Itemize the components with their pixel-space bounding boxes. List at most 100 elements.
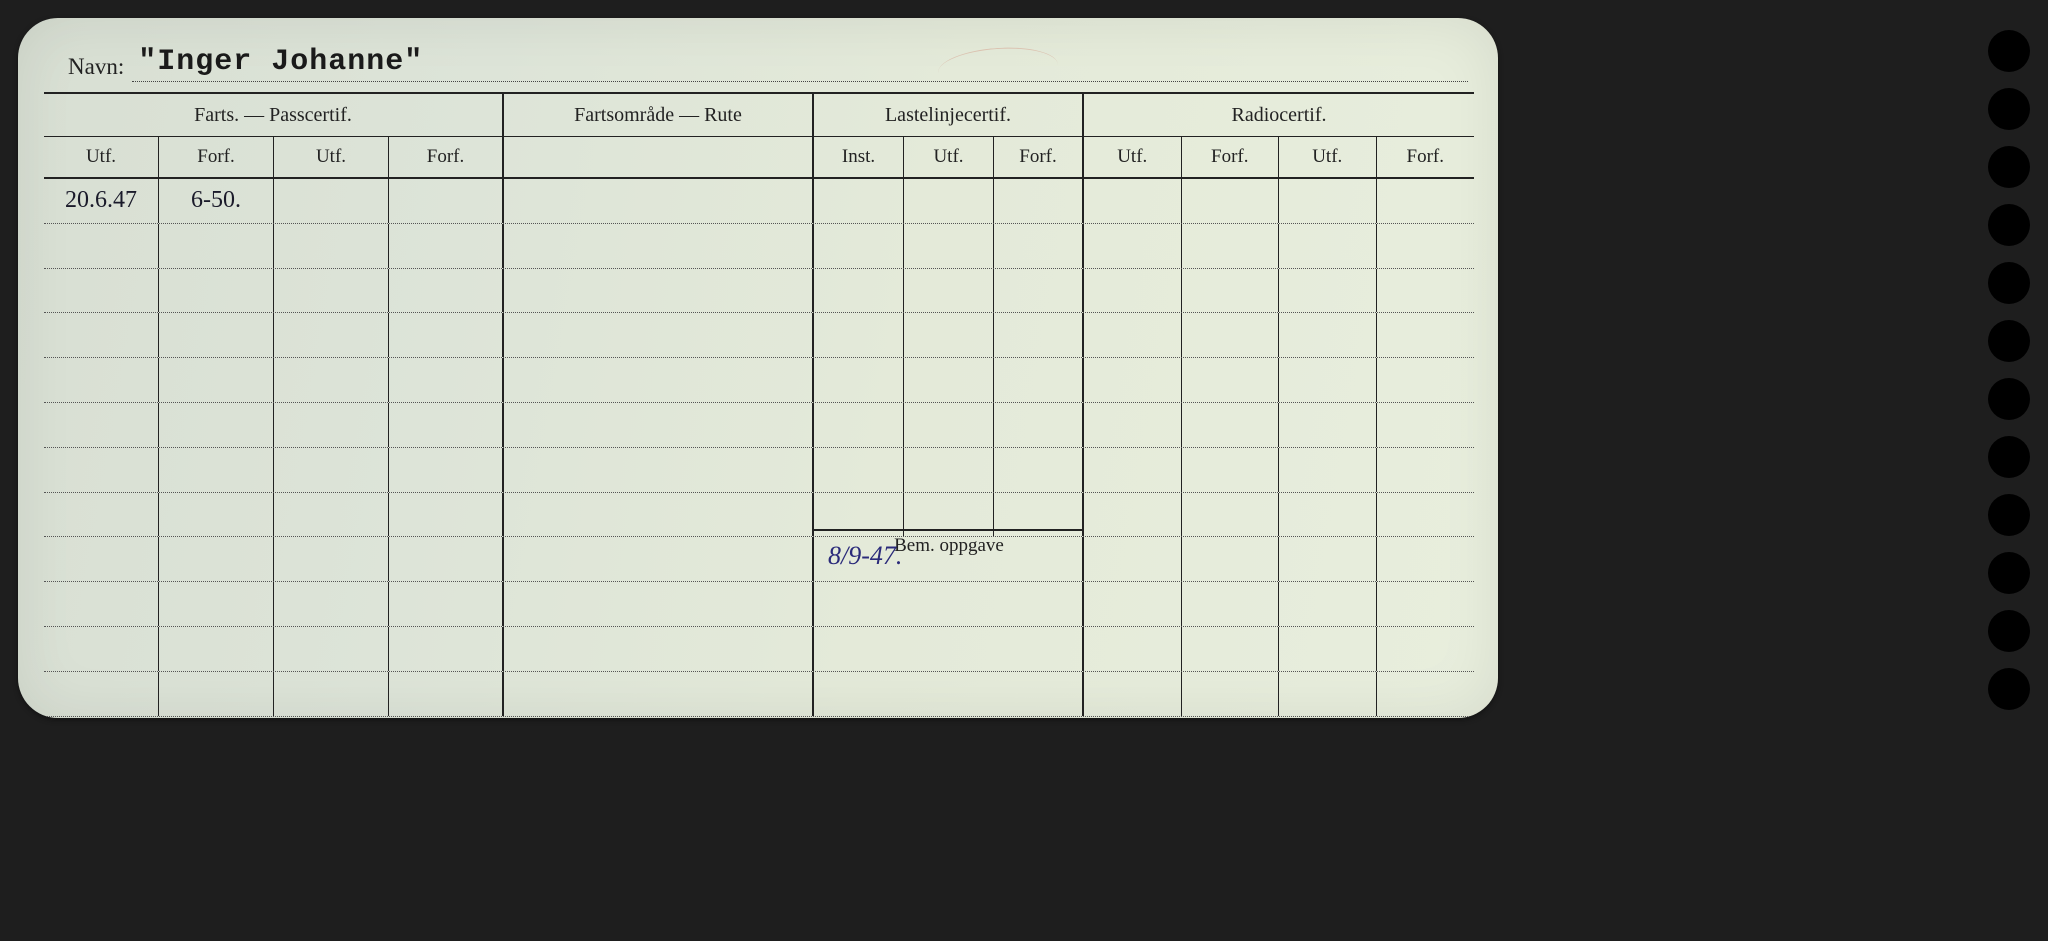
hdr-farts-pass: Farts. — Passcertif. — [44, 94, 504, 136]
cell-c2 — [504, 179, 814, 223]
cell-c4d — [1377, 448, 1475, 492]
cell-c4b — [1182, 493, 1280, 537]
cell-c1d — [389, 582, 504, 626]
cell-c4c — [1279, 493, 1377, 537]
table-row — [44, 582, 1474, 627]
cell-c4c — [1279, 403, 1377, 447]
cell-c4a — [1084, 627, 1182, 671]
cell-c1c — [274, 582, 389, 626]
cell-c1c — [274, 313, 389, 357]
cell-c3c — [994, 403, 1084, 447]
table-row: 20.6.47 6-50. — [44, 179, 1474, 224]
cell-c4c — [1279, 224, 1377, 268]
sub-3-forf: Forf. — [994, 137, 1084, 177]
cell-c3c — [994, 224, 1084, 268]
cell-c3c — [994, 358, 1084, 402]
cell-c4d — [1377, 403, 1475, 447]
cell-c3a — [814, 358, 904, 402]
cell-c4d — [1377, 537, 1475, 581]
table-row — [44, 627, 1474, 672]
cell-c1a — [44, 269, 159, 313]
cell-c1a — [44, 224, 159, 268]
cell-c4a — [1084, 358, 1182, 402]
cell-c3a — [814, 313, 904, 357]
cell-c1b — [159, 672, 274, 716]
cell-c4c — [1279, 179, 1377, 223]
cell-c3b — [904, 224, 994, 268]
cell-c4b — [1182, 313, 1280, 357]
cell-value: 20.6.47 — [65, 187, 137, 214]
cell-c1d — [389, 269, 504, 313]
cell-c1c — [274, 403, 389, 447]
cell-c3c — [994, 448, 1084, 492]
punch-hole — [1988, 378, 2030, 420]
name-label: Navn: — [68, 54, 124, 82]
table-row — [44, 448, 1474, 493]
cell-c2 — [504, 627, 814, 671]
cell-c3c — [994, 269, 1084, 313]
cell-c4b — [1182, 269, 1280, 313]
cell-c1a — [44, 448, 159, 492]
bem-note: 8/9-47. — [828, 541, 902, 571]
cell-c4a — [1084, 313, 1182, 357]
punch-hole — [1988, 146, 2030, 188]
index-card: Navn: "Inger Johanne" Farts. — Passcerti… — [18, 18, 1498, 718]
cell-c1d — [389, 224, 504, 268]
cell-c4a — [1084, 224, 1182, 268]
cell-c1d — [389, 627, 504, 671]
cell-c4d — [1377, 672, 1475, 716]
cell-c3c — [994, 179, 1084, 223]
punch-hole — [1988, 668, 2030, 710]
cell-c4b — [1182, 224, 1280, 268]
cell-c4d — [1377, 269, 1475, 313]
punch-hole — [1988, 30, 2030, 72]
sub-4-utf: Utf. — [1084, 137, 1182, 177]
hdr-fartsomrade: Fartsområde — Rute — [504, 94, 814, 136]
cell-c4b — [1182, 179, 1280, 223]
sub-4-forf: Forf. — [1182, 137, 1280, 177]
table-row — [44, 313, 1474, 358]
cell-c3b — [904, 403, 994, 447]
cell-c3a — [814, 403, 904, 447]
cell-c3b — [904, 179, 994, 223]
cell-c2 — [504, 448, 814, 492]
cell-c1a — [44, 313, 159, 357]
table-grid: Farts. — Passcertif. Fartsområde — Rute … — [44, 92, 1474, 704]
cell-c4d — [1377, 493, 1475, 537]
cell-c4c — [1279, 537, 1377, 581]
cell-value: 6-50. — [191, 187, 241, 214]
cell-c1d — [389, 403, 504, 447]
table-body: 20.6.47 6-50. Bem. oppgave 8/9-47. — [44, 179, 1474, 705]
table-row — [44, 493, 1474, 538]
cell-c2 — [504, 582, 814, 626]
cell-c1b — [159, 627, 274, 671]
cell-c4a — [1084, 537, 1182, 581]
cell-c2 — [504, 269, 814, 313]
cell-c2 — [504, 224, 814, 268]
cell-c1a — [44, 537, 159, 581]
table-row — [44, 672, 1474, 717]
punch-hole — [1988, 552, 2030, 594]
cell-c3b — [904, 358, 994, 402]
cell-c4b — [1182, 448, 1280, 492]
bem-oppgave-box: Bem. oppgave 8/9-47. — [814, 529, 1084, 707]
punch-hole — [1988, 88, 2030, 130]
cell-c1c — [274, 627, 389, 671]
cell-c1b — [159, 448, 274, 492]
cell-c3a — [814, 224, 904, 268]
table-row — [44, 403, 1474, 448]
cell-c1c — [274, 269, 389, 313]
cell-c1c — [274, 179, 389, 223]
cell-c4a — [1084, 672, 1182, 716]
cell-c4a — [1084, 403, 1182, 447]
cell-c4a — [1084, 582, 1182, 626]
cell-c1d — [389, 537, 504, 581]
cell-c4a — [1084, 448, 1182, 492]
cell-c1a — [44, 672, 159, 716]
cell-c4c — [1279, 448, 1377, 492]
table-subheader-row: Utf. Forf. Utf. Forf. Inst. Utf. Forf. U… — [44, 137, 1474, 179]
cell-c2 — [504, 313, 814, 357]
cell-c1d — [389, 179, 504, 223]
sub-1-forf: Forf. — [159, 137, 274, 177]
scan-area: Navn: "Inger Johanne" Farts. — Passcerti… — [0, 0, 2048, 941]
